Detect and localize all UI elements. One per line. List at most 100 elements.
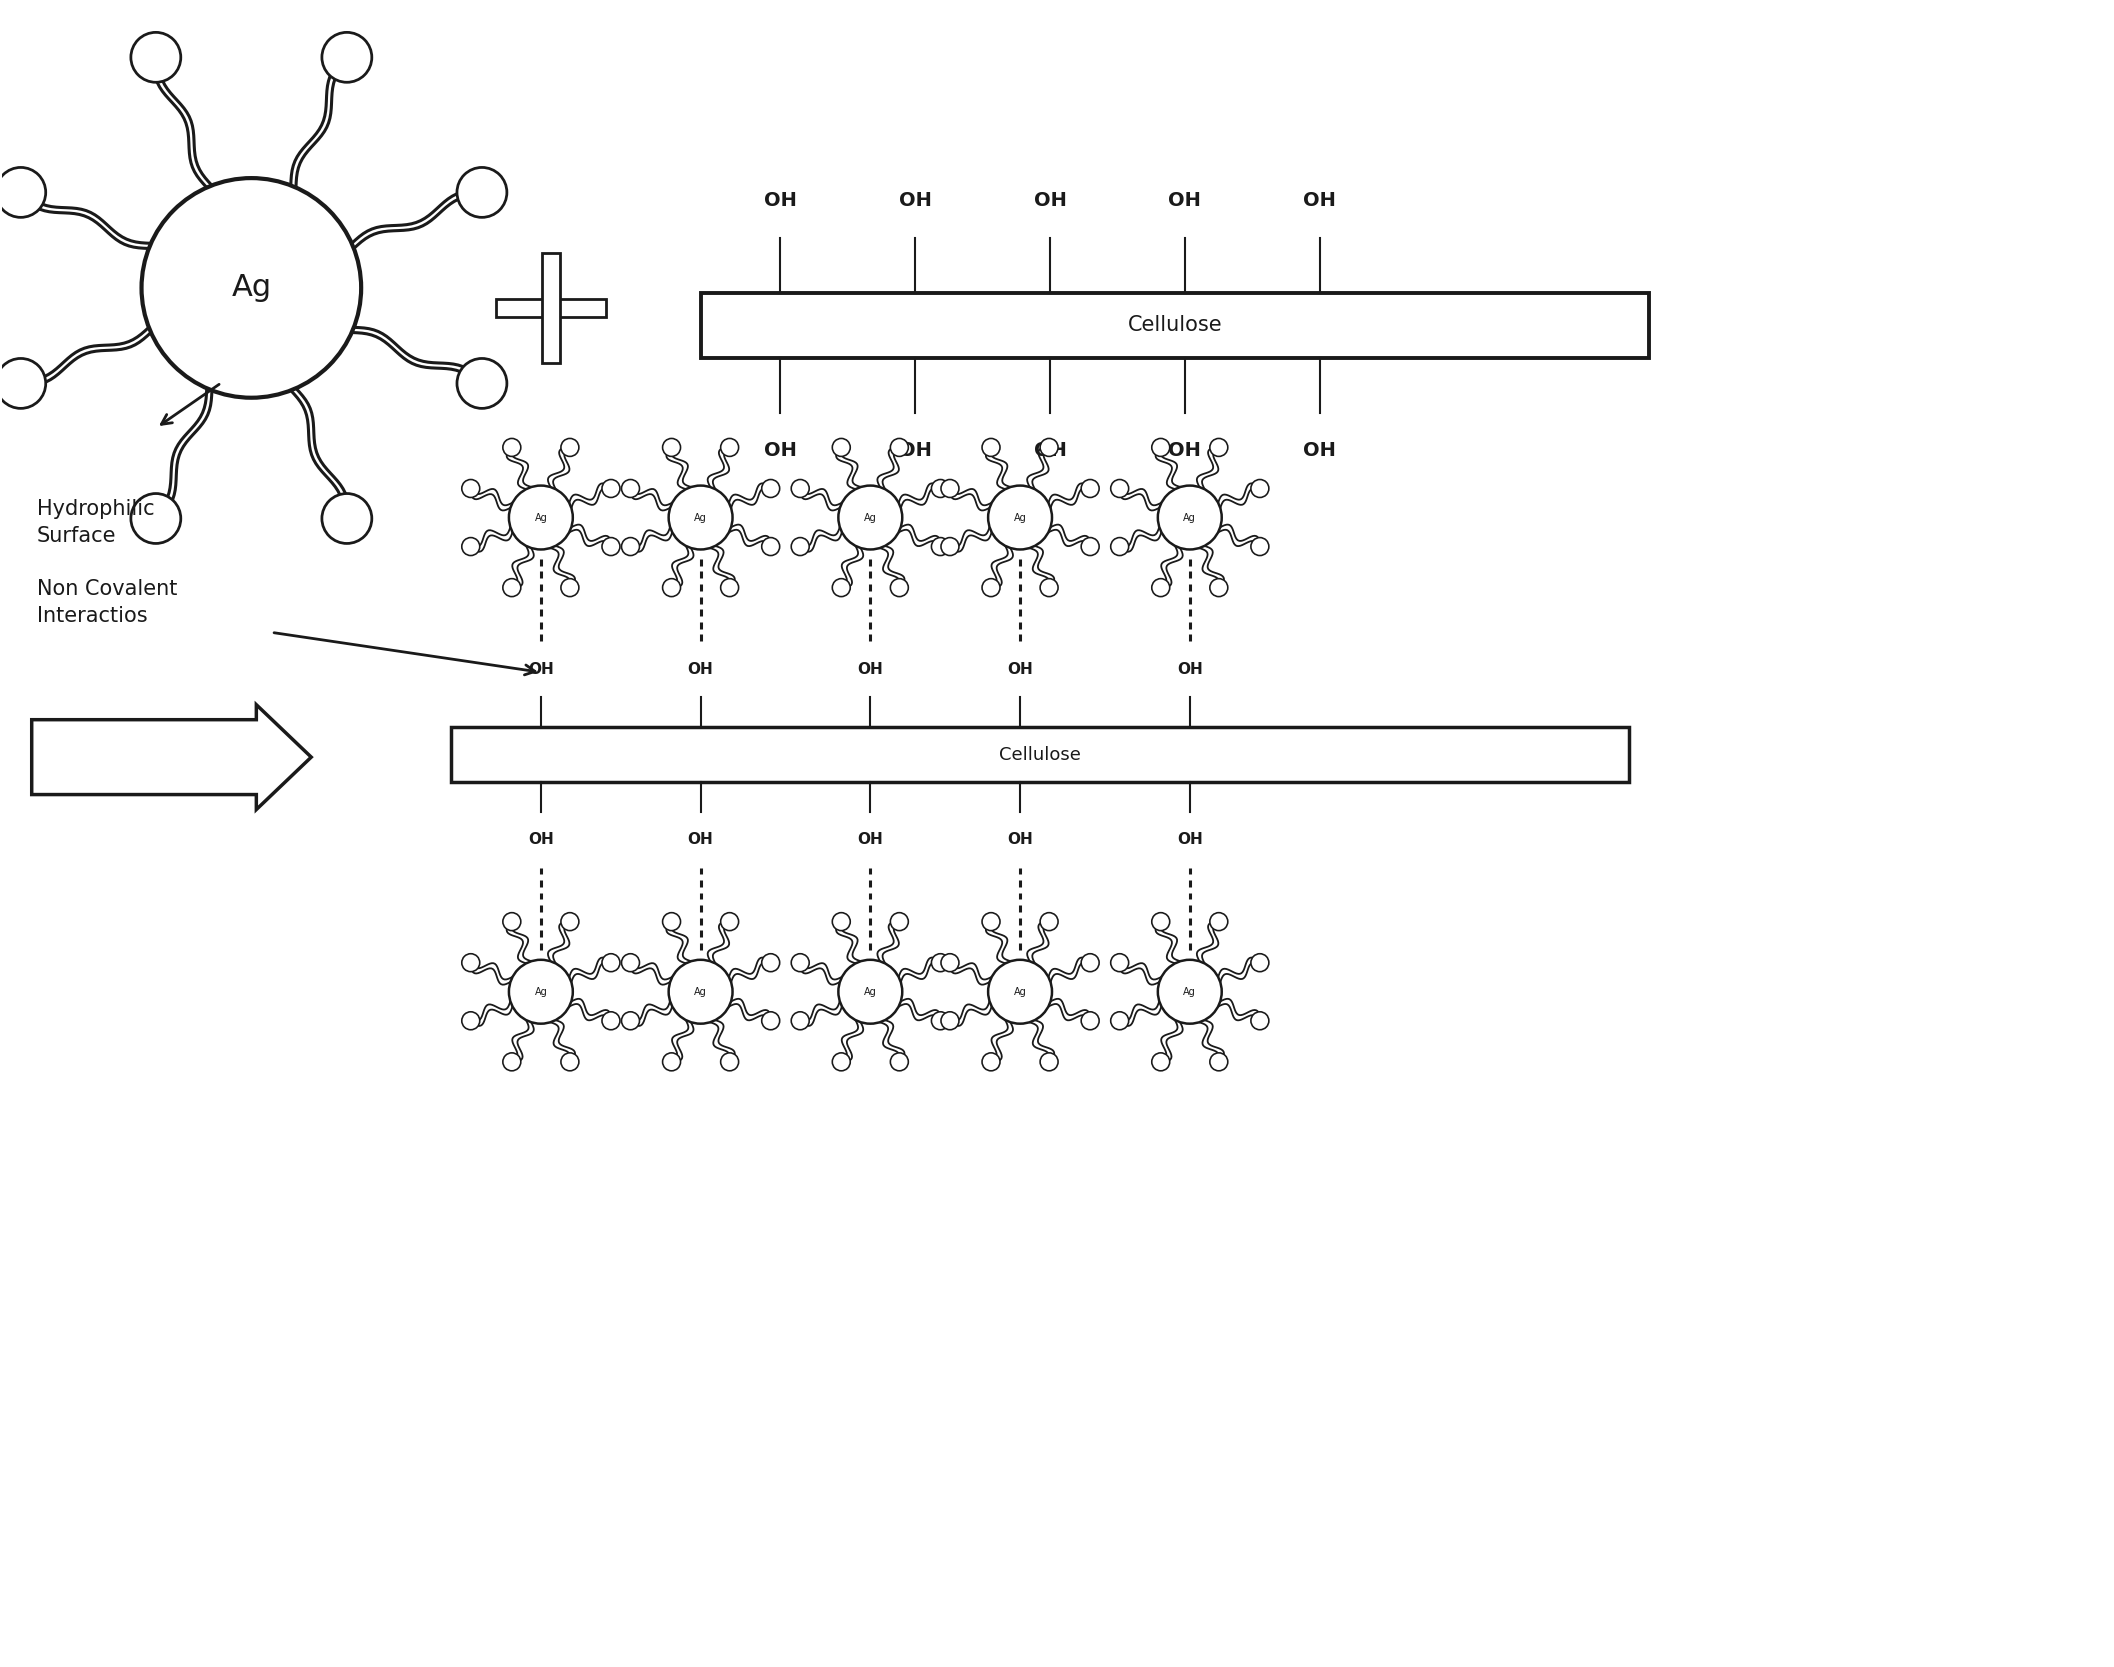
Circle shape: [1158, 485, 1222, 550]
Circle shape: [1152, 912, 1169, 930]
Circle shape: [890, 1054, 909, 1070]
Circle shape: [1110, 1012, 1129, 1030]
Circle shape: [1251, 954, 1268, 972]
Circle shape: [941, 537, 960, 555]
Circle shape: [560, 1054, 579, 1070]
Circle shape: [1110, 537, 1129, 555]
Text: Hydrophilic
Surface: Hydrophilic Surface: [36, 500, 154, 545]
Text: Ag: Ag: [865, 987, 877, 997]
Text: Ag: Ag: [535, 512, 548, 522]
Circle shape: [662, 912, 681, 930]
Circle shape: [983, 912, 1000, 930]
Circle shape: [142, 178, 361, 398]
Text: OH: OH: [763, 190, 797, 210]
Circle shape: [1080, 1012, 1099, 1030]
Circle shape: [761, 1012, 780, 1030]
Circle shape: [560, 438, 579, 457]
Circle shape: [503, 438, 520, 457]
Circle shape: [721, 912, 738, 930]
Circle shape: [791, 537, 810, 555]
Circle shape: [1251, 1012, 1268, 1030]
Text: Ag: Ag: [1015, 512, 1027, 522]
Circle shape: [1040, 578, 1059, 597]
Text: Ag: Ag: [693, 987, 706, 997]
Circle shape: [987, 960, 1053, 1024]
Circle shape: [503, 578, 520, 597]
Text: OH: OH: [687, 832, 712, 847]
Circle shape: [983, 438, 1000, 457]
Circle shape: [668, 960, 734, 1024]
Text: Cellulose: Cellulose: [1127, 315, 1222, 335]
Circle shape: [1110, 480, 1129, 497]
Circle shape: [321, 493, 372, 543]
Circle shape: [1158, 960, 1222, 1024]
Circle shape: [622, 537, 638, 555]
Circle shape: [503, 912, 520, 930]
Text: Non Covalent
Interactios: Non Covalent Interactios: [36, 578, 178, 625]
Text: Ag: Ag: [1184, 987, 1197, 997]
Circle shape: [602, 954, 619, 972]
Circle shape: [791, 954, 810, 972]
Text: Ag: Ag: [535, 987, 548, 997]
Circle shape: [890, 438, 909, 457]
Text: Ag: Ag: [1015, 987, 1027, 997]
Circle shape: [721, 438, 738, 457]
Circle shape: [932, 480, 949, 497]
Circle shape: [1080, 480, 1099, 497]
Circle shape: [721, 1054, 738, 1070]
Bar: [700, 293, 1649, 358]
Circle shape: [941, 1012, 960, 1030]
Circle shape: [622, 954, 638, 972]
Circle shape: [503, 1054, 520, 1070]
Circle shape: [662, 578, 681, 597]
Circle shape: [602, 480, 619, 497]
Text: OH: OH: [858, 832, 884, 847]
Circle shape: [941, 480, 960, 497]
Circle shape: [932, 537, 949, 555]
Circle shape: [1152, 438, 1169, 457]
Circle shape: [761, 954, 780, 972]
Circle shape: [983, 578, 1000, 597]
Circle shape: [890, 912, 909, 930]
Text: Ag: Ag: [693, 512, 706, 522]
Circle shape: [668, 485, 734, 550]
Circle shape: [1209, 912, 1228, 930]
Circle shape: [622, 480, 638, 497]
Circle shape: [1209, 438, 1228, 457]
Circle shape: [622, 1012, 638, 1030]
Circle shape: [1080, 537, 1099, 555]
Circle shape: [1152, 1054, 1169, 1070]
Text: Ag: Ag: [230, 273, 271, 302]
Bar: [497, 298, 607, 317]
Circle shape: [457, 358, 507, 408]
Circle shape: [1040, 438, 1059, 457]
Circle shape: [662, 438, 681, 457]
Text: OH: OH: [687, 662, 712, 677]
Circle shape: [321, 32, 372, 82]
Circle shape: [987, 485, 1053, 550]
Text: OH: OH: [1169, 190, 1201, 210]
Text: OH: OH: [1006, 832, 1034, 847]
Circle shape: [791, 480, 810, 497]
Circle shape: [457, 167, 507, 217]
Circle shape: [1209, 578, 1228, 597]
FancyArrow shape: [32, 705, 311, 810]
Circle shape: [839, 485, 903, 550]
Circle shape: [761, 480, 780, 497]
Circle shape: [560, 578, 579, 597]
Circle shape: [131, 32, 182, 82]
Circle shape: [1080, 954, 1099, 972]
Bar: [541, 253, 560, 363]
Text: OH: OH: [763, 442, 797, 460]
Circle shape: [721, 578, 738, 597]
Text: Ag: Ag: [865, 512, 877, 522]
Circle shape: [560, 912, 579, 930]
Circle shape: [0, 167, 47, 217]
Text: OH: OH: [528, 662, 554, 677]
Circle shape: [0, 358, 47, 408]
Circle shape: [509, 485, 573, 550]
Text: OH: OH: [858, 662, 884, 677]
Circle shape: [1040, 912, 1059, 930]
Text: Ag: Ag: [1184, 512, 1197, 522]
Circle shape: [1040, 1054, 1059, 1070]
